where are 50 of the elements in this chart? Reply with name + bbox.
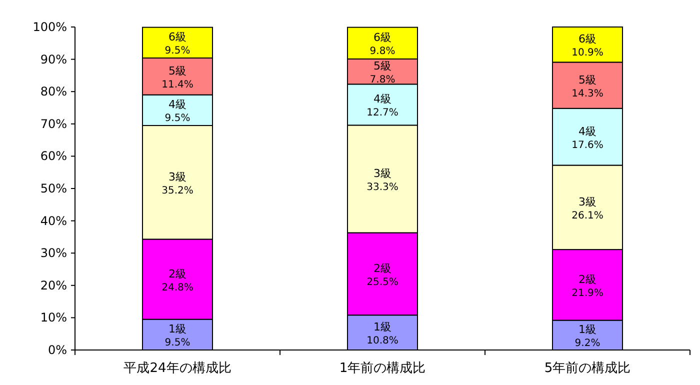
data-label: 12.7% [366,108,398,119]
data-label: 24.8% [162,282,194,294]
text: 6級 [578,32,596,46]
text: 1級 [374,320,392,334]
data-label: 14.3% [572,88,604,100]
text: 5級 [168,64,186,78]
series-label: 4級 [168,98,186,112]
data-label: 11.4% [162,79,194,90]
data-label: 9.5% [164,113,190,124]
series-label: 6級 [168,30,186,44]
x-tick-label: 1年前の構成比 [339,361,426,376]
data-label: 35.2% [162,185,194,196]
data-label: 10.8% [366,336,398,347]
y-tick-label: 50% [40,182,67,196]
text: 2級 [168,267,186,280]
text: 2級 [374,262,392,275]
data-label: 9.8% [370,46,396,58]
series-label: 1級 [578,323,596,336]
y-tick-label: 100% [32,20,67,34]
y-tick-label: 10% [40,310,67,325]
data-label: 21.9% [572,288,604,299]
data-label: 17.6% [572,140,604,151]
data-label: 9.5% [164,46,190,57]
y-tick-label: 70% [40,116,67,131]
data-label: 9.5% [164,338,190,349]
y-tick-label: 90% [40,52,67,66]
data-label: 33.3% [366,182,398,193]
y-tick-label: 40% [40,214,67,228]
x-tick-label: 平成24年の構成比 [124,361,232,376]
y-tick-label: 20% [40,278,67,292]
data-label: 25.5% [366,276,398,288]
y-tick-label: 80% [40,84,67,99]
text: 3級 [374,166,392,180]
text: 6級 [374,31,392,44]
data-label: 10.9% [572,48,604,59]
data-label: 7.8% [370,74,396,86]
y-tick-label: 30% [40,246,67,260]
x-tick-label: 5年前の構成比 [544,361,631,376]
series-label: 5級 [374,60,392,73]
text: 5級 [578,73,596,86]
y-tick-label: 0% [48,343,67,357]
text: 1級 [168,322,186,336]
series-label: 3級 [168,170,186,184]
data-label: 9.2% [574,338,600,350]
text: 4級 [578,124,596,138]
text: 4級 [374,92,392,106]
series-label: 2級 [578,272,596,286]
data-label: 26.1% [572,210,604,222]
text: 3級 [578,195,596,208]
y-tick-label: 60% [40,149,67,164]
